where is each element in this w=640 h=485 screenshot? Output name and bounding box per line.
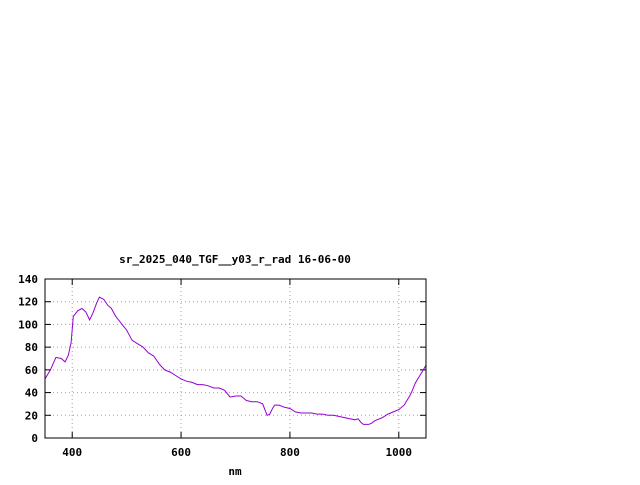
y-tick-label: 20	[25, 409, 38, 422]
x-tick-label: 1000	[386, 446, 413, 459]
y-tick-label: 80	[25, 341, 38, 354]
x-tick-label: 600	[171, 446, 191, 459]
y-tick-label: 0	[31, 432, 38, 445]
x-tick-label: 400	[62, 446, 82, 459]
plot-frame	[44, 278, 427, 439]
x-tick-label: 800	[280, 446, 300, 459]
series-layer	[44, 296, 427, 425]
series-line	[44, 296, 427, 425]
y-tick-label: 40	[25, 387, 38, 400]
y-tick-label: 100	[18, 318, 38, 331]
grid	[45, 279, 426, 438]
y-tick-label: 120	[18, 296, 38, 309]
y-tick-label: 60	[25, 364, 38, 377]
axis-ticks: 0 20 40 60 80 100 120 140 400 600 800 1000	[18, 273, 426, 459]
chart-title: sr_2025_040_TGF__y03_r_rad 16-06-00	[119, 253, 351, 266]
y-tick-label: 140	[18, 273, 38, 286]
x-axis-label: nm	[228, 465, 242, 478]
